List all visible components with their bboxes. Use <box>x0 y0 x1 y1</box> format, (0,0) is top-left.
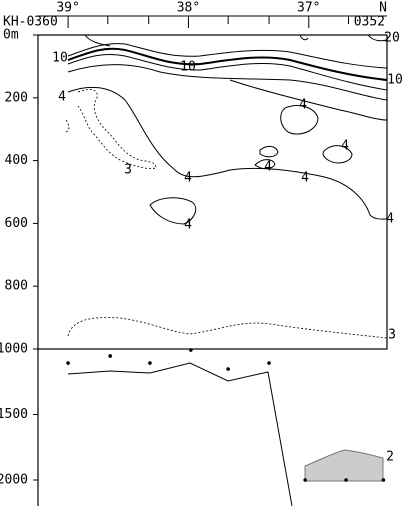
contour-line <box>67 64 388 101</box>
x-tick-label: 38° <box>177 1 200 16</box>
contour-line <box>84 34 111 47</box>
contour-line <box>67 47 388 81</box>
dashed-contour <box>77 89 157 169</box>
contours <box>65 34 388 507</box>
contour-line <box>149 197 197 225</box>
contour-label: 10 <box>387 73 403 88</box>
x-tick-label: 37° <box>297 1 320 16</box>
contour-line <box>259 145 279 158</box>
y-tick-label: 600 <box>5 216 28 231</box>
station-point <box>189 348 193 352</box>
contour-line <box>67 86 388 220</box>
contour-label: 3 <box>388 328 396 343</box>
dashed-contour <box>65 119 70 133</box>
station-point <box>226 367 230 371</box>
station-point <box>344 478 348 482</box>
y-tick-label: 2000 <box>0 473 28 488</box>
station-end: 0352 <box>354 15 385 30</box>
x-tick-label: 39° <box>56 1 79 16</box>
station-point <box>381 478 386 482</box>
shaded-contour <box>304 449 384 482</box>
station-point <box>66 361 70 365</box>
contour-label: 4 <box>184 218 192 233</box>
contour-label: 2 <box>386 450 394 465</box>
station-point <box>148 361 152 365</box>
upper-frame <box>37 34 388 350</box>
contour-line <box>229 79 388 121</box>
contour-line <box>280 105 319 135</box>
direction-label: N <box>379 1 387 16</box>
contour-label: 20 <box>384 31 400 46</box>
contour-label: 4 <box>341 139 349 154</box>
contour-label: 4 <box>58 90 66 105</box>
y-tick-label: 200 <box>5 90 28 105</box>
contour-label: 4 <box>386 212 394 227</box>
y-tick-label: 800 <box>5 279 28 294</box>
y-tick-label: 1000 <box>0 342 28 357</box>
contour-line <box>254 159 276 170</box>
station-point <box>303 478 307 482</box>
contour-label: 3 <box>124 163 132 178</box>
station-start: KH-0360 <box>3 15 58 30</box>
contour-label: 10 <box>52 51 68 66</box>
y-tick-label: 400 <box>5 153 28 168</box>
y-tick-label: 1500 <box>0 407 28 422</box>
contour-label: 4 <box>184 171 192 186</box>
contour-line <box>322 145 353 164</box>
station-point <box>108 354 113 358</box>
contour-label: 4 <box>264 160 272 175</box>
dashed-contour <box>67 317 388 339</box>
contour-label: 10 <box>180 60 196 75</box>
contour-line <box>367 34 388 42</box>
contour-label: 4 <box>301 171 309 186</box>
station-point <box>267 361 271 365</box>
contour-label: 4 <box>299 98 307 113</box>
contour-line <box>67 43 388 69</box>
y-tick-label: 0m <box>3 28 19 43</box>
contour-line <box>299 34 309 41</box>
contour-line <box>67 362 293 507</box>
contour-line <box>67 53 388 91</box>
